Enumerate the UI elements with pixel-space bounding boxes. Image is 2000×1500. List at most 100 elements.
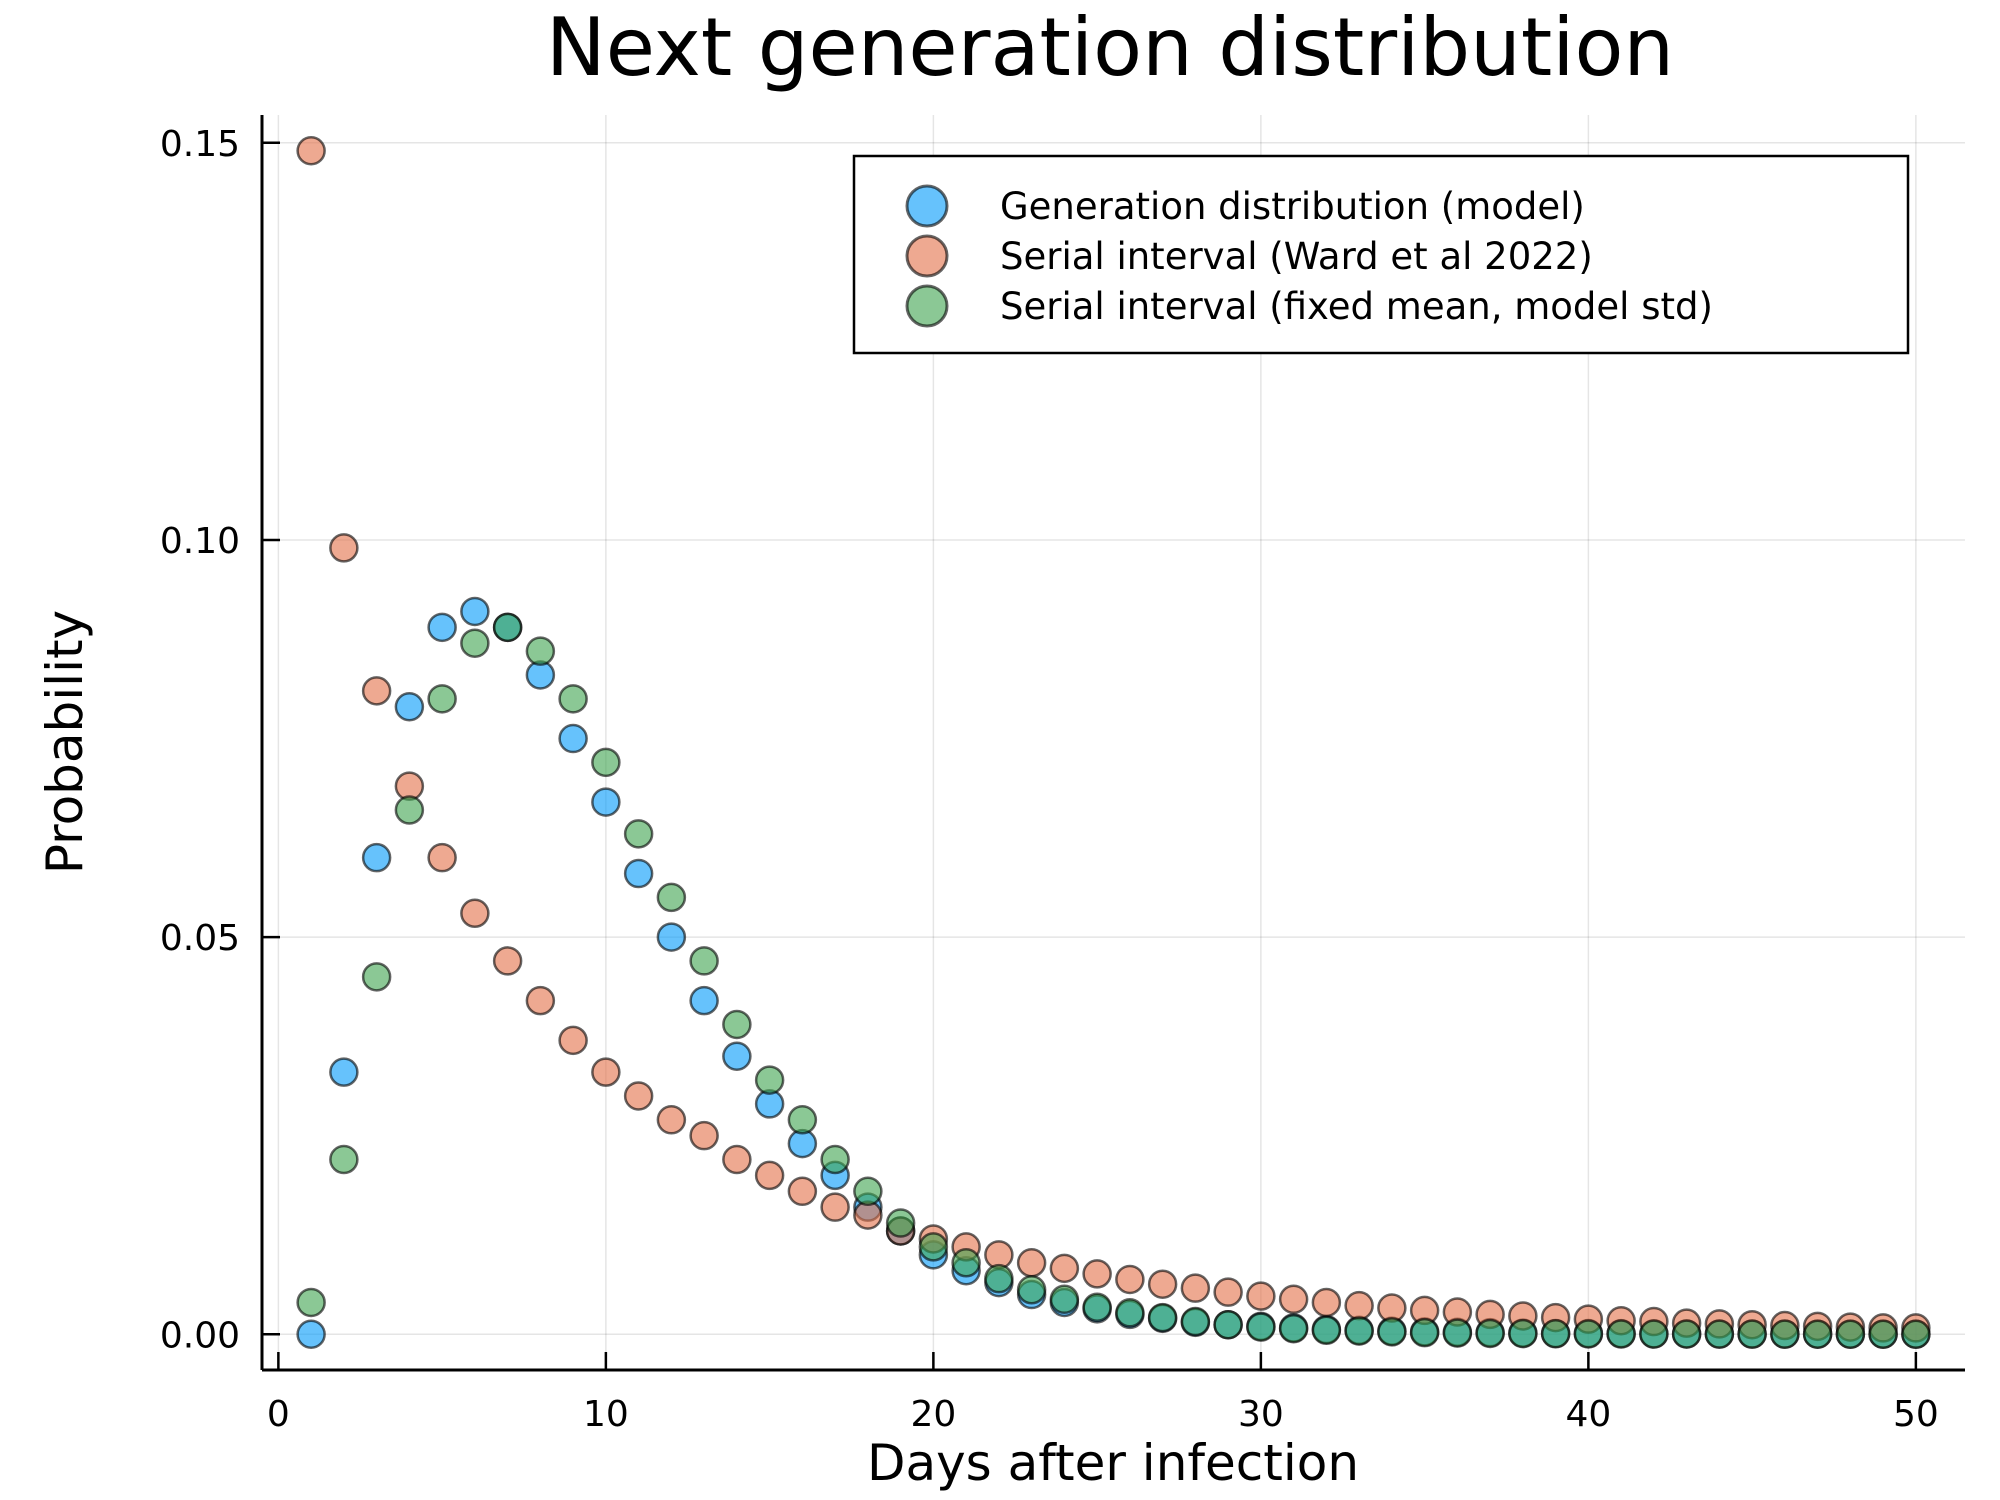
series-1-point: [558, 723, 588, 754]
series-2-point: [623, 1081, 654, 1111]
x-axis-title: Days after infection: [867, 1434, 1359, 1492]
series-2-point: [296, 135, 326, 166]
series-2-point: [361, 676, 392, 706]
series-2-point: [492, 946, 523, 976]
legend-marker-3: [905, 284, 949, 328]
series-2-point: [329, 533, 359, 563]
series-1-point: [427, 612, 457, 643]
series-3-point: [1802, 1319, 1833, 1350]
y-tick-label: 0.00: [160, 1315, 240, 1356]
series-1-point: [623, 858, 654, 889]
y-tick-label: 0.15: [160, 124, 240, 165]
series-1-point: [591, 787, 621, 817]
series-2-point: [1147, 1269, 1178, 1299]
series-2-point: [558, 1025, 588, 1056]
x-tick-label: 0: [267, 1394, 290, 1435]
series-2-point: [591, 1057, 621, 1087]
series-3-point: [1082, 1292, 1112, 1322]
series-1-point: [689, 985, 719, 1016]
legend-label-3: Serial interval (fixed mean, model std): [1000, 285, 1713, 328]
series-3-point: [1016, 1275, 1047, 1305]
legend: Generation distribution (model) Serial in…: [852, 154, 1910, 355]
series-3-point: [1508, 1318, 1538, 1349]
series-3-point: [1868, 1319, 1898, 1350]
series-3-point: [754, 1065, 785, 1095]
series-1-point: [656, 922, 687, 952]
series-3-point: [1770, 1319, 1800, 1349]
x-tick-label: 40: [1565, 1394, 1611, 1435]
series-3-point: [1049, 1284, 1080, 1315]
x-tick-label: 10: [583, 1394, 629, 1435]
series-3-point: [1737, 1319, 1767, 1349]
series-3-point: [1475, 1318, 1505, 1349]
series-3-point: [525, 636, 556, 666]
series-3-point: [361, 962, 392, 992]
series-3-point: [460, 628, 490, 658]
series-3-point: [1377, 1317, 1407, 1347]
data-points: [296, 135, 1931, 1350]
series-3-point: [623, 819, 654, 849]
series-3-point: [1180, 1306, 1211, 1337]
series-2-point: [1246, 1281, 1276, 1311]
y-tick-label: 0.05: [160, 918, 240, 959]
series-2-point: [1213, 1277, 1243, 1307]
series-3-point: [1606, 1319, 1636, 1349]
series-2-point: [525, 985, 556, 1016]
series-3-point: [885, 1208, 916, 1238]
series-3-point: [656, 882, 687, 913]
series-3-point: [329, 1144, 359, 1175]
y-axis-title: Probability: [36, 610, 94, 874]
series-3-point: [853, 1176, 883, 1207]
series-3-point: [787, 1105, 818, 1135]
series-3-point: [1213, 1309, 1243, 1340]
series-2-point: [754, 1160, 785, 1191]
series-3-point: [918, 1232, 949, 1262]
series-3-point: [296, 1287, 326, 1318]
x-ticks: 0 10 20 30 40 50: [267, 1352, 1939, 1435]
series-3-point: [1639, 1319, 1669, 1349]
series-1-point: [329, 1057, 359, 1087]
series-2-point: [460, 898, 490, 929]
series-2-point: [722, 1144, 752, 1175]
series-3-point: [951, 1248, 981, 1278]
series-2-point: [1344, 1290, 1374, 1321]
series-3-point: [722, 1009, 752, 1040]
series-3-point: [984, 1263, 1014, 1294]
series-1-point: [361, 842, 392, 873]
series-3-point: [1409, 1317, 1440, 1348]
series-3-point: [1442, 1318, 1473, 1348]
series-2-point: [1049, 1253, 1080, 1284]
x-tick-label: 50: [1893, 1394, 1939, 1435]
legend-label-2: Serial interval (Ward et al 2022): [1000, 235, 1593, 278]
series-2-point: [656, 1105, 687, 1135]
series-2-point: [1278, 1284, 1309, 1315]
series-3-point: [1901, 1319, 1931, 1350]
series-2-point: [1180, 1273, 1211, 1303]
series-3-point: [558, 684, 588, 714]
series-3-point: [1540, 1319, 1571, 1349]
y-ticks: 0.00 0.05 0.10 0.15: [160, 124, 280, 1356]
series-3-point: [394, 795, 425, 825]
series-2-point: [427, 842, 457, 873]
legend-label-1: Generation distribution (model): [1000, 185, 1585, 228]
series-3-point: [1835, 1319, 1866, 1350]
x-tick-label: 20: [910, 1394, 956, 1435]
series-1-point: [394, 692, 425, 722]
series-2-point: [1115, 1264, 1145, 1295]
legend-marker-1: [905, 184, 949, 228]
series-3-point: [1278, 1313, 1309, 1344]
series-1-point: [722, 1041, 752, 1071]
series-3-points: [296, 612, 1931, 1350]
series-3-point: [1115, 1298, 1145, 1328]
series-2-point: [1016, 1248, 1047, 1278]
series-1-point: [460, 596, 490, 627]
series-3-point: [427, 684, 457, 714]
y-tick-label: 0.10: [160, 521, 240, 562]
series-3-point: [689, 946, 719, 976]
series-3-point: [820, 1144, 850, 1175]
series-3-point: [1671, 1319, 1702, 1349]
series-2-point: [1082, 1259, 1112, 1289]
series-1-point: [296, 1319, 326, 1350]
legend-box: [852, 154, 1910, 355]
series-3-point: [1246, 1312, 1276, 1342]
